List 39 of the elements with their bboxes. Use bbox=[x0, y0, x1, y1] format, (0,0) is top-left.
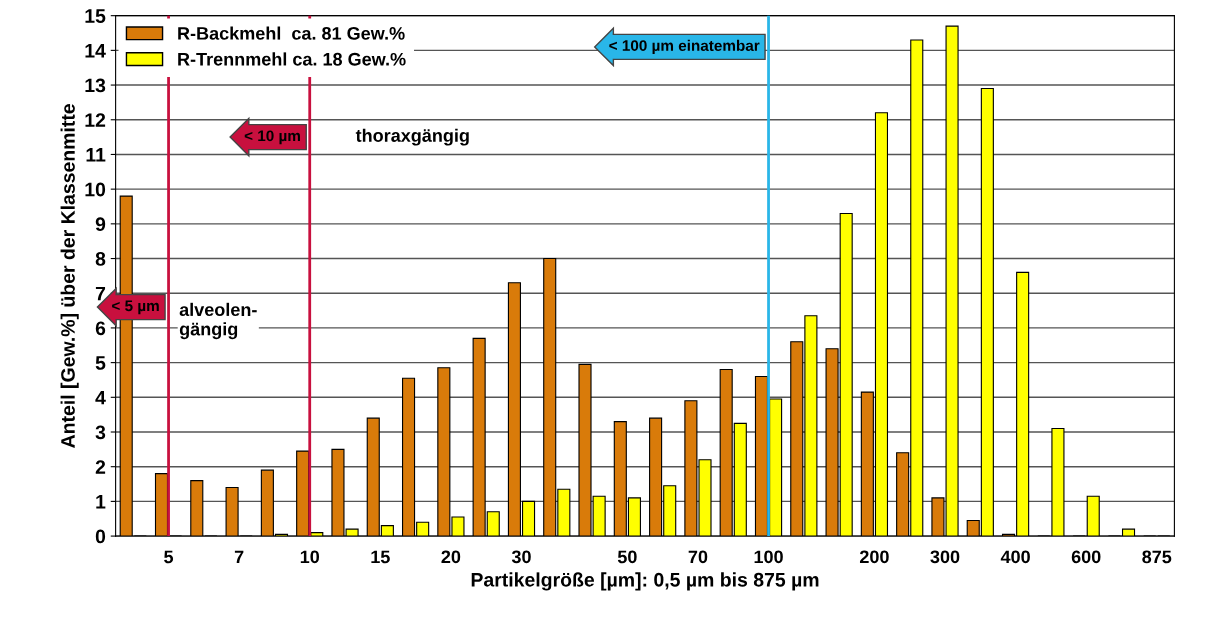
x-tick-label: 100 bbox=[754, 550, 783, 564]
x-tick-label: 50 bbox=[617, 550, 637, 564]
ref-line-label: < 100 µm einatembar bbox=[609, 39, 760, 55]
ref-line-label: < 5 µm bbox=[112, 300, 159, 315]
y-axis-title: Anteil [Gew.%] über der Klassenmitte bbox=[60, 104, 79, 448]
x-tick-label: 15 bbox=[371, 550, 390, 564]
y-tick-label: 8 bbox=[95, 252, 106, 266]
x-tick-label: 20 bbox=[441, 550, 461, 564]
x-tick-label: 70 bbox=[688, 550, 708, 564]
y-tick-label: 12 bbox=[85, 113, 106, 127]
y-tick-label: 6 bbox=[95, 321, 106, 336]
y-tick-label: 7 bbox=[95, 286, 106, 301]
x-tick-label: 300 bbox=[930, 550, 960, 564]
y-tick-label: 1 bbox=[96, 495, 106, 509]
y-tick-label: 4 bbox=[95, 390, 106, 405]
y-tick-label: 10 bbox=[85, 182, 106, 197]
x-tick-label: 30 bbox=[511, 550, 531, 564]
x-tick-label: 5 bbox=[164, 550, 174, 564]
legend-label: R-Trennmehl ca. 18 Gew.% bbox=[178, 52, 406, 66]
x-tick-label: 200 bbox=[859, 550, 889, 564]
y-tick-label: 0 bbox=[95, 529, 106, 544]
annotation: thoraxgängig bbox=[355, 128, 469, 146]
x-tick-label: 875 bbox=[1142, 550, 1172, 564]
y-tick-label: 2 bbox=[95, 460, 106, 474]
annotation: alveolen- gängig bbox=[179, 302, 257, 340]
legend-label: R-Backmehl ca. 81 Gew.% bbox=[178, 26, 405, 40]
y-tick-label: 15 bbox=[85, 9, 106, 23]
y-tick-label: 11 bbox=[86, 148, 106, 162]
y-tick-label: 9 bbox=[95, 217, 106, 232]
y-tick-label: 3 bbox=[95, 425, 106, 440]
x-tick-label: 400 bbox=[1000, 550, 1030, 564]
x-tick-label: 600 bbox=[1071, 550, 1101, 564]
y-tick-label: 5 bbox=[95, 356, 106, 370]
x-tick-label: 10 bbox=[300, 550, 320, 564]
y-tick-label: 13 bbox=[85, 78, 106, 93]
x-tick-label: 7 bbox=[234, 550, 244, 564]
x-axis-title: Partikelgröße [µm]: 0,5 µm bis 875 µm bbox=[471, 572, 819, 591]
ref-line-label: < 10 µm bbox=[244, 130, 300, 145]
y-tick-label: 14 bbox=[85, 44, 106, 58]
